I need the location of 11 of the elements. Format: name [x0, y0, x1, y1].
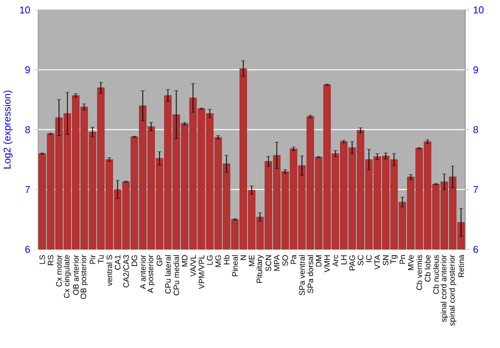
y-tick-label: 6 [25, 246, 30, 253]
y-tick-label: 10 [20, 6, 30, 14]
y2-tick-label: 6 [473, 246, 478, 253]
y-tick-label: 8 [25, 126, 30, 134]
y-tick-label: 9 [25, 66, 30, 74]
y2-tick-label: 9 [473, 66, 478, 74]
y2-tick-label: 7 [473, 186, 478, 194]
y2-tick-label: 8 [473, 126, 478, 134]
y2-tick-label: 10 [474, 6, 484, 14]
y-axis-title: Log2 (expression) [3, 90, 13, 169]
y-tick-label: 7 [25, 186, 30, 194]
